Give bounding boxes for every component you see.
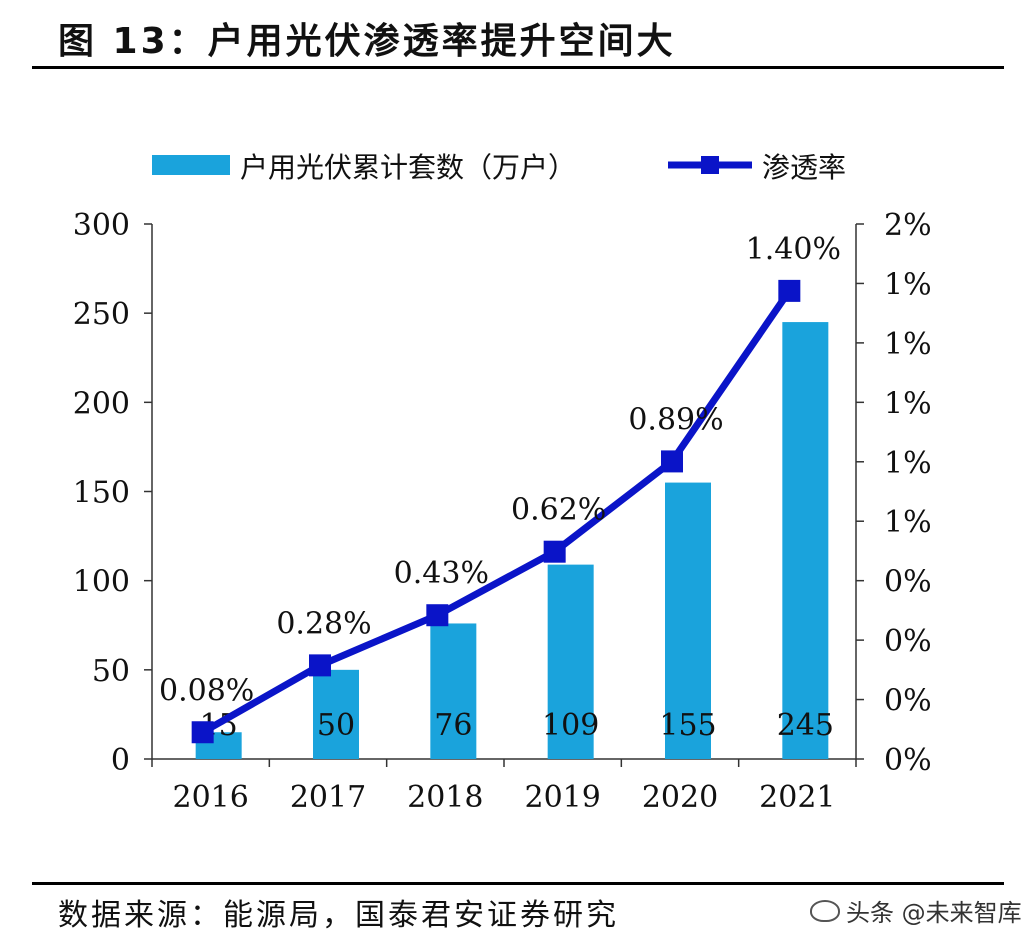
right-tick-label: 1% xyxy=(884,327,932,362)
line-value-label: 0.28% xyxy=(276,606,371,641)
bar-value-label: 109 xyxy=(542,708,599,743)
bar xyxy=(665,482,711,759)
penetration-line xyxy=(200,288,793,736)
right-tick-label: 0% xyxy=(884,624,932,659)
bar-value-label: 76 xyxy=(434,708,472,743)
x-tick-label: 2019 xyxy=(524,780,600,815)
top-rule xyxy=(32,66,1004,69)
line-value-label: 0.62% xyxy=(511,493,606,528)
watermark-logo-icon xyxy=(810,899,840,922)
bar-value-label: 245 xyxy=(777,708,834,743)
x-tick-label: 2018 xyxy=(407,780,483,815)
right-tick-label: 1% xyxy=(884,446,932,481)
right-tick-label: 2% xyxy=(884,208,932,243)
line-value-label: 1.40% xyxy=(746,232,841,267)
bar xyxy=(782,322,829,759)
bar xyxy=(313,669,359,759)
left-tick-label: 150 xyxy=(73,476,130,511)
watermark: 头条 @未来智库 xyxy=(810,893,1022,928)
legend-bar-label: 户用光伏累计套数（万户） xyxy=(240,151,576,184)
watermark-text: 头条 @未来智库 xyxy=(846,899,1022,927)
bottom-rule xyxy=(32,882,1004,885)
bar xyxy=(547,564,594,759)
left-tick-label: 250 xyxy=(73,297,130,332)
line-marker xyxy=(661,450,683,473)
right-tick-label: 1% xyxy=(884,505,932,540)
line-value-label: 0.08% xyxy=(159,673,254,708)
x-tick-label: 2017 xyxy=(290,780,366,815)
right-tick-label: 1% xyxy=(884,267,932,302)
legend-bar-swatch xyxy=(152,155,230,175)
left-tick-label: 300 xyxy=(73,208,130,243)
data-source: 数据来源：能源局，国泰君安证券研究 xyxy=(58,898,619,933)
line-marker xyxy=(543,540,566,563)
x-tick-label: 2020 xyxy=(642,780,718,815)
right-tick-label: 0% xyxy=(884,684,932,719)
figure-title: 图 13：户用光伏渗透率提升空间大 xyxy=(58,21,676,62)
left-tick-label: 200 xyxy=(73,386,130,421)
bar-value-label: 155 xyxy=(659,708,716,743)
combo-chart: 户用光伏累计套数（万户） 渗透率 0 50 100 150 200 250 300 0% 0% 0% 0… xyxy=(73,151,932,815)
x-tick-label: 2021 xyxy=(759,780,835,815)
left-tick-label: 50 xyxy=(92,654,130,689)
legend-line-label: 渗透率 xyxy=(762,151,846,184)
legend-line-marker xyxy=(701,156,719,174)
bar xyxy=(430,623,477,759)
line-value-label: 0.89% xyxy=(628,402,723,437)
left-tick-label: 0 xyxy=(111,743,130,778)
right-tick-label: 1% xyxy=(884,386,932,421)
right-tick-label: 0% xyxy=(884,743,932,778)
left-tick-label: 100 xyxy=(73,565,130,600)
line-marker xyxy=(778,279,801,302)
right-tick-label: 0% xyxy=(884,565,932,600)
line-marker xyxy=(426,604,449,627)
line-value-label: 0.43% xyxy=(394,556,489,591)
x-tick-label: 2016 xyxy=(172,780,248,815)
line-marker xyxy=(191,721,214,744)
line-marker xyxy=(309,654,331,677)
bar-value-label: 50 xyxy=(317,708,355,743)
